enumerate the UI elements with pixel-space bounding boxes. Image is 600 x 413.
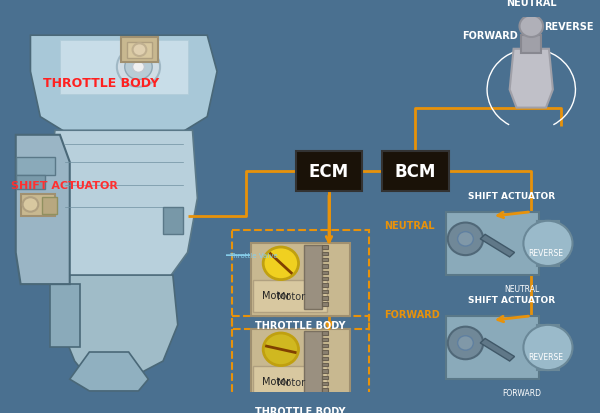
Polygon shape <box>480 235 515 257</box>
Text: SHIFT ACTUATOR: SHIFT ACTUATOR <box>468 192 555 200</box>
Text: REVERSE: REVERSE <box>529 352 563 361</box>
Text: Motor: Motor <box>262 290 290 300</box>
Text: Motor: Motor <box>262 376 290 386</box>
Bar <box>253 366 327 398</box>
Bar <box>16 158 55 176</box>
Bar <box>253 280 327 312</box>
Bar <box>322 338 328 341</box>
Circle shape <box>523 221 572 266</box>
Bar <box>322 283 328 287</box>
Text: Motor: Motor <box>277 377 305 387</box>
Polygon shape <box>31 36 217 135</box>
Text: REVERSE: REVERSE <box>529 248 563 257</box>
Bar <box>322 265 328 268</box>
Bar <box>296 152 362 191</box>
Circle shape <box>448 223 483 256</box>
Circle shape <box>523 325 572 370</box>
Text: SHIFT ACTUATOR: SHIFT ACTUATOR <box>11 180 118 190</box>
Polygon shape <box>480 339 515 361</box>
Circle shape <box>117 48 160 88</box>
Bar <box>322 296 328 300</box>
Circle shape <box>263 333 299 366</box>
Circle shape <box>458 336 473 350</box>
Circle shape <box>520 16 543 38</box>
Bar <box>382 152 449 191</box>
Bar <box>537 221 559 266</box>
Bar <box>322 331 328 335</box>
Bar <box>251 330 350 402</box>
Bar <box>322 369 328 373</box>
Bar <box>251 244 350 316</box>
Text: NEUTRAL: NEUTRAL <box>384 221 434 231</box>
Bar <box>322 258 328 262</box>
Bar <box>322 271 328 275</box>
Circle shape <box>133 44 146 57</box>
Bar <box>446 316 539 379</box>
Bar <box>16 176 45 190</box>
Bar <box>446 212 539 275</box>
Bar <box>322 252 328 256</box>
Circle shape <box>263 247 299 280</box>
Text: NEUTRAL: NEUTRAL <box>504 285 539 293</box>
Text: FORWARD: FORWARD <box>384 309 440 319</box>
Circle shape <box>133 62 145 73</box>
Bar <box>537 325 559 370</box>
Bar <box>322 302 328 306</box>
Bar <box>42 198 57 214</box>
Bar <box>322 357 328 360</box>
Text: THROTTLE BODY: THROTTLE BODY <box>43 76 159 90</box>
Bar <box>322 388 328 392</box>
Circle shape <box>458 232 473 247</box>
Bar <box>322 344 328 348</box>
Bar <box>304 331 322 394</box>
Bar <box>322 363 328 367</box>
Polygon shape <box>60 275 178 388</box>
Polygon shape <box>16 135 70 285</box>
Bar <box>121 38 158 63</box>
Bar <box>322 246 328 249</box>
Circle shape <box>125 55 152 81</box>
Bar <box>322 382 328 386</box>
Bar <box>322 350 328 354</box>
Bar <box>322 277 328 281</box>
Text: NEUTRAL: NEUTRAL <box>506 0 557 8</box>
Polygon shape <box>70 352 148 391</box>
Text: THROTTLE BODY: THROTTLE BODY <box>255 320 346 330</box>
Text: Motor: Motor <box>277 291 305 301</box>
Text: FORWARD: FORWARD <box>502 388 541 397</box>
Text: THROTTLE BODY: THROTTLE BODY <box>255 406 346 413</box>
Bar <box>20 194 55 217</box>
Bar <box>322 376 328 379</box>
Text: REVERSE: REVERSE <box>544 22 593 32</box>
Circle shape <box>448 327 483 359</box>
Bar <box>163 208 182 235</box>
Text: Throttle Valve: Throttle Valve <box>229 252 277 259</box>
Text: BCM: BCM <box>395 163 436 180</box>
Bar <box>60 40 188 95</box>
Polygon shape <box>509 50 553 108</box>
Text: ECM: ECM <box>309 163 349 180</box>
Bar <box>322 290 328 294</box>
Bar <box>521 36 541 54</box>
Bar <box>127 43 152 59</box>
Circle shape <box>23 198 38 212</box>
Bar <box>304 246 322 309</box>
Polygon shape <box>50 285 80 348</box>
Text: FORWARD: FORWARD <box>462 31 518 41</box>
Polygon shape <box>45 131 197 280</box>
Text: SHIFT ACTUATOR: SHIFT ACTUATOR <box>468 295 555 304</box>
